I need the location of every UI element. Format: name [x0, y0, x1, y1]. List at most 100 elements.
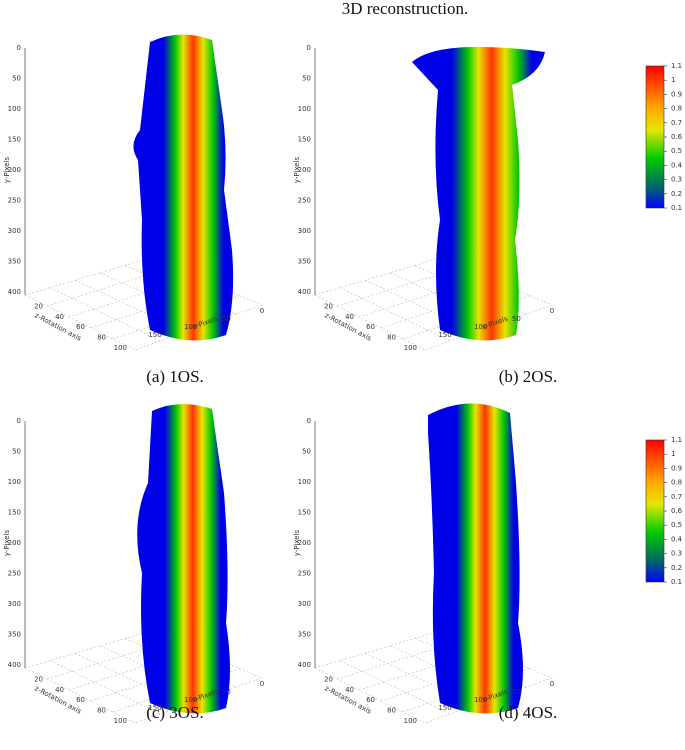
x-tick-label: 150 [148, 704, 161, 712]
colorbar-tick-label: 1 [671, 76, 675, 84]
y-tick-label: 0 [17, 44, 21, 52]
x-tick-label: 100 [184, 323, 197, 331]
y-tick-label: 400 [298, 661, 311, 669]
y-tick-label: 200 [298, 539, 311, 547]
z-tick-label: 100 [404, 717, 417, 725]
z-tick-label: 20 [324, 302, 333, 310]
y-axis-label: y-Pixels [293, 529, 301, 556]
z-tick-label: 40 [345, 313, 354, 321]
z-tick-label: 80 [387, 334, 396, 342]
floor [314, 630, 553, 724]
y-tick-label: 250 [298, 197, 311, 205]
floor [24, 630, 263, 724]
y-tick-label: 150 [298, 509, 311, 517]
y-tick-label: 350 [298, 258, 311, 266]
x-tick-label: 150 [438, 704, 451, 712]
x-tick-label: 50 [512, 688, 521, 696]
x-tick-label: 0 [550, 680, 554, 688]
y-axis-label: y-Pixels [3, 529, 11, 556]
y-tick-label: 100 [298, 478, 311, 486]
y-tick-label: 200 [8, 539, 21, 547]
z-tick-label: 20 [34, 302, 43, 310]
x-tick-label: 0 [550, 307, 554, 315]
y-tick-label: 300 [298, 227, 311, 235]
x-tick-label: 50 [222, 315, 231, 323]
reconstruction [428, 403, 523, 714]
y-axis-label: y-Pixels [3, 156, 11, 183]
y-tick-label: 0 [17, 417, 21, 425]
z-tick-label: 60 [366, 323, 375, 331]
y-tick-label: 150 [8, 136, 21, 144]
y-tick-label: 0 [307, 417, 311, 425]
y-tick-label: 50 [302, 75, 311, 83]
y-axis-label: y-Pixels [293, 156, 301, 183]
y-tick-label: 350 [8, 258, 21, 266]
y-tick-label: 0 [307, 44, 311, 52]
colorbar-tick-label: 0.6 [671, 507, 683, 515]
colorbar-tick-label: 0.9 [671, 90, 682, 98]
z-tick-label: 60 [366, 696, 375, 704]
y-tick-label: 200 [298, 166, 311, 174]
colorbar-tick-label: 0.2 [671, 564, 682, 572]
y-tick-label: 300 [8, 600, 21, 608]
z-tick-label: 60 [76, 323, 85, 331]
colorbar-tick-label: 0.4 [671, 161, 683, 169]
x-tick-label: 100 [184, 696, 197, 704]
z-tick-label: 80 [97, 707, 106, 715]
y-tick-label: 150 [298, 136, 311, 144]
colorbar-tick-label: 0.4 [671, 535, 683, 543]
colorbar [645, 65, 665, 209]
y-tick-label: 300 [8, 227, 21, 235]
z-tick-label: 100 [404, 344, 417, 352]
colorbar-tick-label: 0.9 [671, 464, 682, 472]
floor-grid [339, 660, 451, 715]
reconstruction [137, 403, 230, 714]
colorbar [645, 439, 665, 583]
z-tick-label: 80 [97, 334, 106, 342]
colorbar-tick-label: 0.2 [671, 190, 682, 198]
colorbar-tick-label: 1.1 [671, 436, 682, 444]
x-tick-label: 50 [512, 315, 521, 323]
y-tick-label: 50 [12, 75, 21, 83]
y-tick-label: 100 [298, 105, 311, 113]
colorbar-tick-label: 0.7 [671, 493, 682, 501]
y-tick-label: 350 [8, 631, 21, 639]
x-tick-label: 0 [260, 307, 264, 315]
colorbar-tick-label: 0.1 [671, 204, 682, 212]
colorbar-tick-label: 0.8 [671, 105, 682, 113]
y-tick-label: 50 [12, 448, 21, 456]
floor-grid [49, 660, 161, 715]
z-tick-label: 40 [345, 686, 354, 694]
floor-grid [49, 287, 161, 342]
z-tick-label: 20 [34, 675, 43, 683]
colorbar-tick-label: 1.1 [671, 62, 682, 70]
z-tick-label: 100 [114, 344, 127, 352]
y-tick-label: 50 [302, 448, 311, 456]
y-tick-label: 100 [8, 105, 21, 113]
x-tick-label: 100 [474, 696, 487, 704]
y-tick-label: 300 [298, 600, 311, 608]
y-tick-label: 150 [8, 509, 21, 517]
y-tick-label: 250 [8, 570, 21, 578]
floor [24, 257, 263, 351]
colorbar-tick-label: 0.5 [671, 521, 682, 529]
z-tick-label: 60 [76, 696, 85, 704]
colorbar-tick-label: 0.5 [671, 147, 682, 155]
z-tick-label: 20 [324, 675, 333, 683]
x-tick-label: 150 [438, 331, 451, 339]
z-tick-label: 80 [387, 707, 396, 715]
x-tick-label: 150 [148, 331, 161, 339]
x-tick-label: 0 [260, 680, 264, 688]
x-tick-label: 50 [222, 688, 231, 696]
y-tick-label: 100 [8, 478, 21, 486]
colorbar-tick-label: 0.3 [671, 550, 682, 558]
reconstruction [412, 46, 545, 341]
reconstruction [133, 34, 234, 341]
figure-title: 3D reconstruction. [342, 0, 469, 18]
colorbar-tick-label: 0.7 [671, 119, 682, 127]
caption: (a) 1OS. [146, 367, 204, 386]
y-tick-label: 250 [8, 197, 21, 205]
floor [314, 257, 553, 351]
colorbar-tick-label: 0.8 [671, 479, 682, 487]
